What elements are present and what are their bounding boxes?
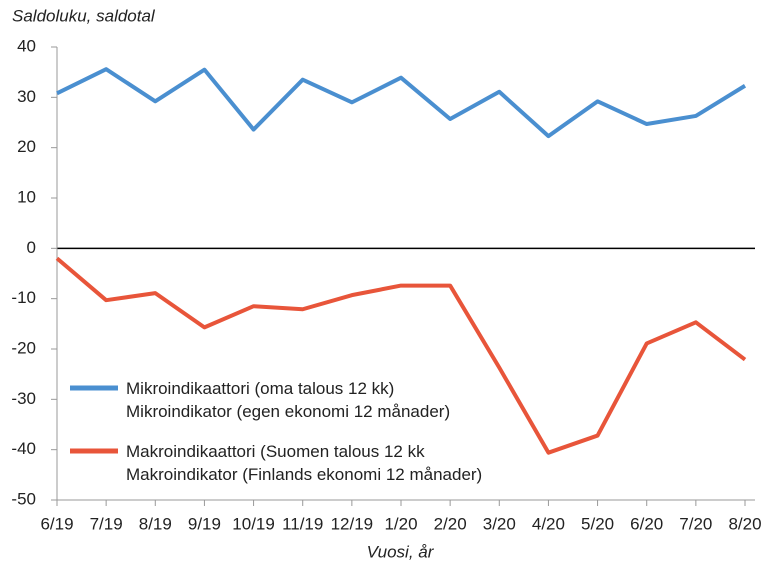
legend-label: Makroindikaattori (Suomen talous 12 kk M… bbox=[126, 442, 483, 484]
x-tick-label: 6/19 bbox=[40, 514, 73, 533]
x-tick-label: 8/19 bbox=[139, 514, 172, 533]
y-tick-label: 10 bbox=[17, 187, 36, 206]
x-tick-label: 11/19 bbox=[282, 514, 323, 533]
x-tick-label: 10/19 bbox=[232, 514, 275, 533]
x-tick-label: 5/20 bbox=[581, 514, 614, 533]
y-tick-label: -30 bbox=[11, 389, 36, 408]
x-tick-label: 3/20 bbox=[483, 514, 516, 533]
y-tick-label: -50 bbox=[11, 489, 36, 508]
x-tick-label: 7/20 bbox=[679, 514, 712, 533]
x-tick-label: 6/20 bbox=[630, 514, 663, 533]
x-tick-label: 1/20 bbox=[384, 514, 417, 533]
y-tick-label: -20 bbox=[11, 338, 36, 357]
y-tick-label: 20 bbox=[17, 137, 36, 156]
x-axis-label: Vuosi, år bbox=[367, 542, 435, 561]
x-tick-label: 9/19 bbox=[188, 514, 221, 533]
legend-label: Mikroindikaattori (oma talous 12 kk) Mik… bbox=[126, 379, 451, 421]
y-tick-label: 40 bbox=[17, 36, 36, 55]
chart-title: Saldoluku, saldotal bbox=[12, 6, 156, 25]
x-tick-label: 4/20 bbox=[532, 514, 565, 533]
y-tick-label: 0 bbox=[27, 238, 36, 257]
y-tick-label: 30 bbox=[17, 87, 36, 106]
y-tick-label: -40 bbox=[11, 439, 36, 458]
x-tick-label: 8/20 bbox=[728, 514, 761, 533]
x-tick-label: 2/20 bbox=[434, 514, 467, 533]
series-line bbox=[56, 67, 747, 139]
x-tick-label: 12/19 bbox=[331, 514, 374, 533]
series-line bbox=[55, 256, 747, 455]
x-tick-label: 7/19 bbox=[90, 514, 123, 533]
y-tick-label: -10 bbox=[11, 288, 36, 307]
